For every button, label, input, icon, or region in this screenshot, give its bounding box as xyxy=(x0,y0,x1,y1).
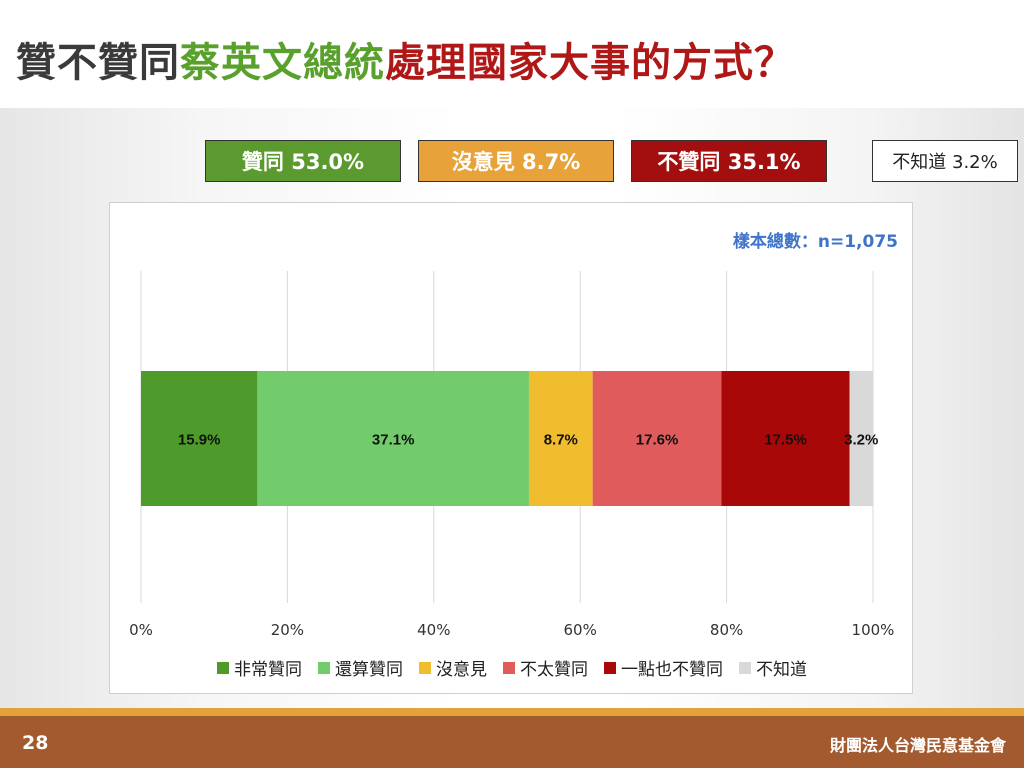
footer: 28 財團法人台灣民意基金會 xyxy=(0,716,1024,768)
footer-accent-line xyxy=(0,708,1024,716)
title-part-2: 蔡英文總統 xyxy=(180,40,385,86)
x-tick-label: 40% xyxy=(417,621,450,639)
slide-title: 贊不贊同蔡英文總統處理國家大事的方式？ xyxy=(16,30,795,88)
data-label: 37.1% xyxy=(372,432,415,449)
chart-legend: 非常贊同 還算贊同 沒意見 不太贊同 一點也不贊同 不知道 xyxy=(110,655,914,680)
legend-swatch xyxy=(503,661,515,674)
legend-swatch xyxy=(739,661,751,674)
summary-dont-know: 不知道 3.2% xyxy=(872,140,1018,182)
bar-segment xyxy=(592,371,722,506)
legend-item: 還算贊同 xyxy=(318,655,403,680)
summary-no-opinion: 沒意見 8.7% xyxy=(418,140,614,182)
legend-swatch xyxy=(217,661,229,674)
summary-approve: 贊同 53.0% xyxy=(205,140,401,182)
organization-name: 財團法人台灣民意基金會 xyxy=(829,736,1006,755)
x-tick-label: 100% xyxy=(852,621,895,639)
summary-disapprove: 不贊同 35.1% xyxy=(631,140,827,182)
data-label: 17.6% xyxy=(636,432,679,449)
legend-item: 非常贊同 xyxy=(217,655,302,680)
legend-item: 不知道 xyxy=(739,655,807,680)
legend-label: 還算贊同 xyxy=(335,660,403,680)
title-part-3: 處理國家大事的方式？ xyxy=(385,40,795,86)
legend-item: 一點也不贊同 xyxy=(604,655,723,680)
x-tick-label: 80% xyxy=(710,621,743,639)
bar-segment xyxy=(721,371,850,506)
stacked-bar-chart: 0% 20% 40% 60% 80% 100% 15.9% 37.1% 8.7% 17.6% 17.… xyxy=(129,271,895,639)
data-label: 8.7% xyxy=(544,432,578,449)
title-part-1: 贊不贊同 xyxy=(16,40,180,86)
bar-segment xyxy=(257,371,529,506)
legend-label: 不知道 xyxy=(756,660,807,680)
legend-swatch xyxy=(419,661,431,674)
x-tick-label: 20% xyxy=(271,621,304,639)
data-label: 17.5% xyxy=(764,432,807,449)
sample-size: 樣本總數：n=1,075 xyxy=(732,232,898,252)
data-label: 15.9% xyxy=(178,432,221,449)
legend-label: 不太贊同 xyxy=(520,660,588,680)
legend-item: 沒意見 xyxy=(419,655,487,680)
data-label: 3.2% xyxy=(844,432,878,449)
x-tick-label: 0% xyxy=(129,621,153,639)
legend-item: 不太贊同 xyxy=(503,655,588,680)
legend-swatch xyxy=(604,661,616,674)
bar-segment xyxy=(141,371,258,506)
legend-swatch xyxy=(318,661,330,674)
x-tick-label: 60% xyxy=(564,621,597,639)
page-number: 28 xyxy=(22,732,49,754)
legend-label: 非常贊同 xyxy=(234,660,302,680)
legend-label: 沒意見 xyxy=(436,660,487,680)
bar-segment xyxy=(528,371,593,506)
title-bar: 贊不贊同蔡英文總統處理國家大事的方式？ xyxy=(0,0,1024,108)
chart-panel: 樣本總數：n=1,075 0% 20% 40% 60% 80% 100% 15.9% 37.1… xyxy=(109,202,913,694)
legend-label: 一點也不贊同 xyxy=(621,660,723,680)
bar-segment xyxy=(849,371,873,506)
